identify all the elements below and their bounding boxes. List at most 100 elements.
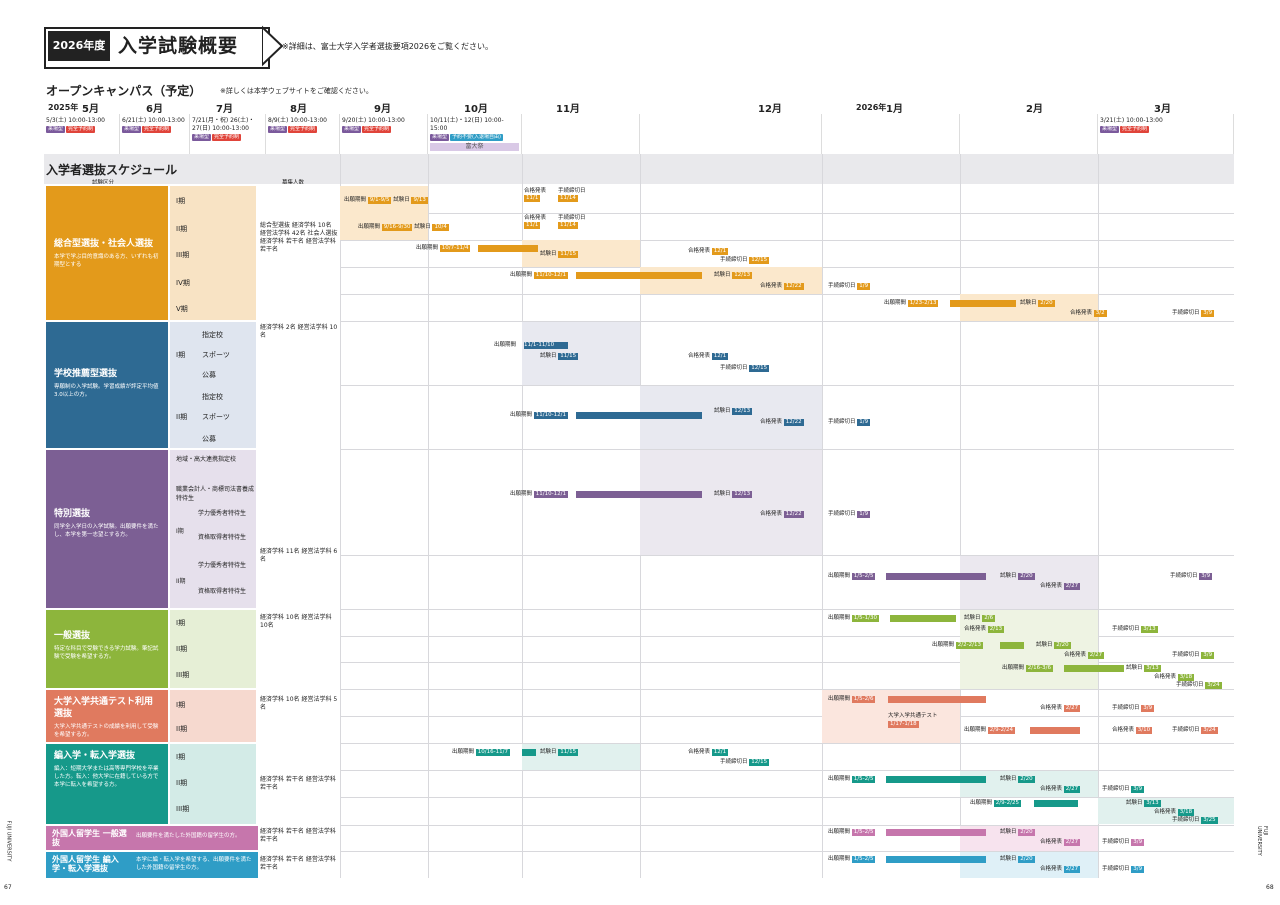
sched-item: 合格発表 12/22 xyxy=(760,419,804,426)
proc-label: 手続締切日 xyxy=(1112,705,1140,711)
month-header: 2025年 5月 6月 7月 8月 9月 10月 11月 12月 2026年 1… xyxy=(44,100,1234,115)
oc-tag: 予約不要(入退場自由) xyxy=(450,134,503,141)
phase-panel-ippan: I期 II期 III期 xyxy=(170,610,256,688)
phase-label: 職業会計人・商標司法書養成特待生 xyxy=(176,486,255,502)
category-desc: 本学に編・転入学を希望する、出願要件を満たした外国籍の留学生の方。 xyxy=(136,857,252,871)
phase-label: III期 xyxy=(176,805,190,813)
oc-tag: 完全予約制 xyxy=(1120,126,1150,133)
sched-item: 手続締切日 3/9 xyxy=(1102,786,1145,793)
sched-item: 合格発表 2/27 xyxy=(1040,839,1081,846)
col-kubun: 試験区分 xyxy=(92,180,115,186)
exam-label: 試験日 xyxy=(414,224,431,230)
oc-tag: 来場型 xyxy=(192,134,212,141)
sched-item: 出願期間 11/10-12/1 xyxy=(510,491,568,498)
date-chip: 2/27 xyxy=(1063,839,1081,846)
apply-label: 出願期間 xyxy=(884,300,907,306)
quota-tokubetsu: 経済学科 11名 経営法学科 6名 xyxy=(260,548,338,563)
proc-label: 手続締切日 xyxy=(1102,866,1130,872)
apply-label: 出願期間 xyxy=(344,197,367,203)
category-desc: 本学で学ぶ目的意識のある方、いずれも初期型とする xyxy=(54,254,159,268)
oc-date: 9/20(土) 10:00-13:00 xyxy=(342,117,405,124)
open-campus-row: 5/3(土) 10:00-13:00 来場型 完全予約制 6/21(土) 10:0… xyxy=(44,114,1234,154)
oc-date: 7/21(月・祝) 26(土)・27(日) 10:00-13:00 xyxy=(192,117,255,132)
date-chip: 2/20 xyxy=(1038,300,1055,307)
sched-item: 合格発表 3/10 xyxy=(1112,727,1153,734)
exam-label: 試験日 xyxy=(1126,665,1143,671)
apply-bar xyxy=(886,829,986,836)
oc-tag: 来場型 xyxy=(430,134,450,141)
result-label: 合格発表 xyxy=(688,749,711,755)
category-name: 学校推薦型選抜 xyxy=(54,369,118,379)
oc-festival: 富大祭 xyxy=(430,143,519,151)
date-chip: 11/1 xyxy=(524,222,541,229)
phase-panel-sougou: I期 II期 III期 IV期 V期 xyxy=(170,186,256,320)
row-line xyxy=(340,716,1234,717)
row-line xyxy=(340,321,1234,322)
category-suisen: 学校推薦型選抜 専願制の入学試験。学習成績が評定平均値3.0以上の方。 xyxy=(46,322,168,448)
date-chip: 12/13 xyxy=(732,272,753,279)
date-chip: 10/4 xyxy=(432,224,449,231)
date-chip: 11/15 xyxy=(558,749,579,756)
sched-item: 出願期間 1/5-2/5 xyxy=(828,856,876,863)
oc-date: 5/3(土) 10:00-13:00 xyxy=(46,117,105,124)
proc-label: 手続締切日 xyxy=(1172,727,1200,733)
sched-item: 試験日 3/13 xyxy=(1126,800,1161,807)
proc-label: 手続締切日 xyxy=(1172,817,1200,823)
row-line xyxy=(340,449,1234,450)
proc-label: 手続締切日 xyxy=(828,283,856,289)
exam-label: 試験日 xyxy=(540,749,557,755)
exam-label: 試験日 xyxy=(1000,776,1017,782)
shade xyxy=(522,322,640,385)
date-chip: 12/1 xyxy=(711,353,729,360)
result-label: 合格発表 xyxy=(760,283,783,289)
sched-item: 出願期間 2/9-2/25 xyxy=(970,800,1021,807)
category-hennyu: 編入学・転入学選抜 編入：短期大学または高等専門学校を卒業した方。転入：他大学に… xyxy=(46,744,168,824)
month-2: 2月 xyxy=(1026,104,1043,115)
sched-item: 出願期間 9/16-9/30 試験日 10/4 xyxy=(358,224,449,231)
sched-item: 合格発表 2/27 xyxy=(1040,583,1081,590)
sched-item: 合格発表 11/1 xyxy=(524,215,546,229)
oc-tag: 完全予約制 xyxy=(288,126,318,133)
apply-bar xyxy=(1030,727,1080,734)
row-line xyxy=(340,555,1234,556)
oc-empty xyxy=(640,114,822,154)
date-chip: 3/24 xyxy=(1201,727,1218,734)
exam-label: 試験日 xyxy=(1000,856,1017,862)
apply-label: 出願期間 xyxy=(1002,665,1025,671)
apply-label: 出願期間 xyxy=(828,829,851,835)
exam-label: 試験日 xyxy=(964,615,981,621)
date-chip: 1/5-2/5 xyxy=(851,776,876,783)
shade xyxy=(640,450,822,555)
sched-item: 出願期間 1/5-2/6 xyxy=(828,696,876,703)
category-name: 一般選抜 xyxy=(54,631,91,641)
proc-label: 手続締切日 xyxy=(828,419,856,425)
open-campus-note: ※詳しくは本学ウェブサイトをご確認ください。 xyxy=(220,87,373,95)
date-chip: 3/13 xyxy=(1144,665,1161,672)
header-note: ※詳細は、富士大学入学者選抜要項2026をご覧ください。 xyxy=(282,42,494,51)
page-number-right: 68 xyxy=(1266,884,1274,891)
date-chip: 1/5-2/6 xyxy=(851,696,876,703)
sched-item: 手続締切日 12/15 xyxy=(720,257,770,264)
sched-item: 試験日 2/6 xyxy=(964,615,996,622)
sched-item: 試験日 11/15 xyxy=(540,749,579,756)
header-arrow-icon xyxy=(262,25,284,67)
sched-item: 試験日 2/20 xyxy=(1020,300,1055,307)
sched-item: 合格発表 2/27 xyxy=(1040,866,1081,873)
sched-item: 出願期間 11/10-12/1 xyxy=(510,412,568,419)
grid-line xyxy=(960,154,961,878)
exam-label: 試験日 xyxy=(714,491,731,497)
sched-item: 合格発表 3/18 xyxy=(1154,809,1195,816)
date-chip: 3/10 xyxy=(1135,727,1153,734)
apply-bar xyxy=(576,272,702,279)
apply-bar xyxy=(950,300,1016,307)
sched-item: 手続締切日 12/15 xyxy=(720,365,770,372)
apply-bar xyxy=(1034,800,1078,807)
category-ryugaku-hennyu: 外国人留学生 編入学・転入学選抜 本学に編・転入学を希望する、出願要件を満たした… xyxy=(46,852,258,878)
date-chip: 12/22 xyxy=(783,419,804,426)
result-label: 合格発表 xyxy=(1154,809,1177,815)
proc-label: 手続締切日 xyxy=(1112,626,1140,632)
sched-item: 出願期間 2/9-2/24 xyxy=(964,727,1015,734)
exam-label: 試験日 xyxy=(1000,829,1017,835)
sched-item: 試験日 12/13 xyxy=(714,491,753,498)
date-chip: 2/27 xyxy=(1063,866,1081,873)
